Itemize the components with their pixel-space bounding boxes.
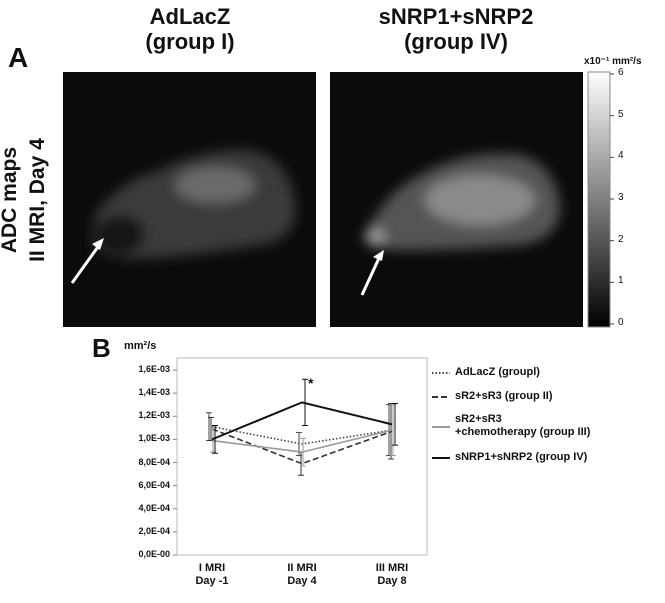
arrow xyxy=(70,243,102,284)
panel-label: A xyxy=(8,42,29,73)
series-line xyxy=(211,429,393,453)
y-tick-label: 1,6E-03 xyxy=(138,364,170,374)
y-tick-label: 1,2E-03 xyxy=(138,410,170,421)
panel-label: B xyxy=(92,333,111,363)
panel-title: sNRP1+sNRP2 (group IV) xyxy=(378,4,534,55)
arrow-head xyxy=(373,250,384,261)
y-tick-label: 2,0E-04 xyxy=(138,525,170,536)
colorbar-unit: x10⁻¹ mm²/s xyxy=(584,56,642,67)
arrow-head xyxy=(92,238,104,250)
y-tick-label: 4,0E-04 xyxy=(138,502,170,513)
y-tick-label: 8,0E-04 xyxy=(138,456,170,467)
panel-title: AdLacZ (group I) xyxy=(145,4,235,55)
colorbar xyxy=(587,71,611,328)
side-label: II MRI, Day 4 xyxy=(25,138,49,262)
legend-label: sNRP1+sNRP2 (group IV) xyxy=(455,451,588,463)
series-line xyxy=(211,401,393,441)
x-tick-label: I MRI Day -1 xyxy=(195,562,229,587)
annotation: * xyxy=(308,375,314,392)
colorbar-tick-label: 5 xyxy=(618,108,624,120)
colorbar-tick-label: 3 xyxy=(618,192,624,203)
legend-label: AdLacZ (groupl) xyxy=(455,366,540,378)
arrow xyxy=(360,255,382,296)
colorbar-tick-label: 0 xyxy=(618,317,624,328)
x-tick-label: II MRI Day 4 xyxy=(287,562,317,587)
colorbar-tick-label: 1 xyxy=(618,275,624,287)
y-axis-label: mm²/s xyxy=(124,340,157,352)
colorbar-tick-label: 6 xyxy=(618,67,624,78)
colorbar-tick-label: 4 xyxy=(618,150,624,162)
legend-label: sR2+sR3 (group II) xyxy=(455,390,553,402)
legend-label: sR2+sR3 +chemotherapy (group III) xyxy=(455,413,591,438)
side-label: ADC maps xyxy=(0,146,21,254)
y-tick-label: 1,4E-03 xyxy=(138,387,170,398)
y-tick-label: 0,0E-00 xyxy=(138,549,170,559)
colorbar-tick-label: 2 xyxy=(618,233,624,245)
plot-frame xyxy=(176,357,428,556)
series-line xyxy=(211,428,393,465)
x-tick-label: III MRI Day 8 xyxy=(375,562,409,587)
tissue xyxy=(92,150,296,259)
series-line xyxy=(211,425,393,445)
tissue xyxy=(365,154,560,250)
y-tick-label: 6,0E-04 xyxy=(138,479,170,490)
y-tick-label: 1,0E-03 xyxy=(138,433,170,444)
